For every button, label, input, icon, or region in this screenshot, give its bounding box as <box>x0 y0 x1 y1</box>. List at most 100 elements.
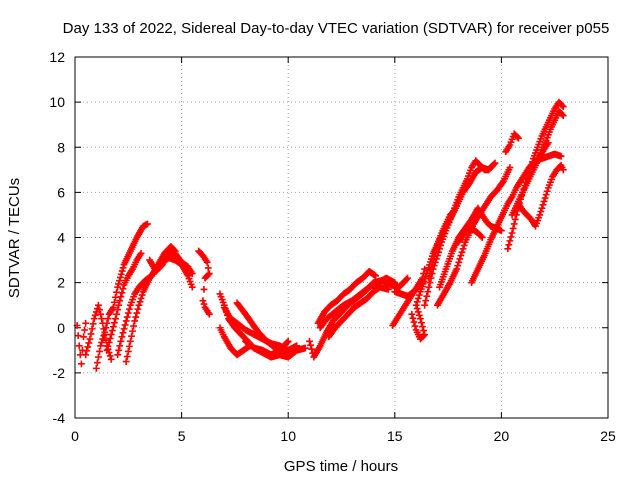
data-point <box>293 342 301 350</box>
data-point <box>558 102 566 109</box>
data-point <box>427 265 435 273</box>
data-point <box>113 310 120 318</box>
data-point <box>119 285 127 293</box>
data-point <box>544 139 552 147</box>
data-point <box>424 288 432 296</box>
data-point <box>122 358 130 365</box>
data-point <box>543 187 551 195</box>
data-point <box>119 329 127 337</box>
data-point <box>114 306 122 314</box>
data-point <box>128 332 135 340</box>
data-point <box>97 310 104 318</box>
data-point <box>301 344 309 352</box>
y-tick-label: 0 <box>57 320 65 336</box>
data-point <box>415 311 423 319</box>
data-point <box>115 280 122 288</box>
data-point <box>77 360 85 368</box>
data-point <box>102 324 110 332</box>
data-point <box>114 283 122 291</box>
data-point <box>124 309 132 317</box>
data-point <box>513 133 521 141</box>
data-point <box>125 342 133 350</box>
data-point <box>104 342 112 350</box>
data-point <box>425 283 433 291</box>
data-point <box>537 208 545 215</box>
data-point <box>498 227 505 235</box>
data-point <box>511 216 519 223</box>
data-point <box>123 313 131 321</box>
data-point <box>118 289 126 297</box>
data-point <box>385 285 392 293</box>
data-point <box>510 220 518 228</box>
data-point <box>106 335 114 342</box>
x-tick-label: 25 <box>600 428 616 444</box>
data-point <box>372 272 380 280</box>
data-point <box>506 237 514 245</box>
data-point <box>122 317 130 325</box>
data-point <box>116 274 124 281</box>
data-point <box>103 346 111 354</box>
data-point <box>456 255 464 263</box>
data-point <box>505 241 513 249</box>
data-point <box>509 225 517 232</box>
y-tick-label: -2 <box>53 365 66 381</box>
data-point <box>87 330 95 338</box>
chart-title: Day 133 of 2022, Sidereal Day-to-day VTE… <box>63 20 610 37</box>
data-point <box>119 264 127 272</box>
data-point <box>421 331 429 338</box>
data-point <box>306 337 313 345</box>
data-point <box>138 291 146 299</box>
data-point <box>200 285 208 293</box>
x-tick-label: 10 <box>280 428 296 444</box>
data-point <box>82 351 90 359</box>
data-point <box>74 332 82 340</box>
data-point <box>539 201 547 209</box>
data-point <box>416 315 424 323</box>
data-point <box>120 325 128 333</box>
data-point <box>558 111 566 118</box>
data-point <box>108 327 116 334</box>
data-point <box>455 258 463 266</box>
data-point <box>203 258 211 266</box>
y-tick-label: 4 <box>57 230 65 246</box>
data-point <box>92 364 100 372</box>
data-point <box>404 274 411 282</box>
data-point <box>408 310 416 318</box>
data-point <box>116 342 124 350</box>
y-axis-label: SDTVAR / TECUs <box>6 178 23 298</box>
data-point <box>125 305 133 313</box>
data-point <box>188 283 196 291</box>
data-point <box>134 305 142 313</box>
data-points <box>73 98 567 372</box>
data-point <box>200 300 208 308</box>
data-point <box>91 311 99 319</box>
data-point <box>538 204 546 212</box>
data-point <box>82 319 90 327</box>
data-point <box>103 319 111 327</box>
data-point <box>459 245 467 253</box>
data-point <box>104 315 112 323</box>
data-point <box>308 345 316 353</box>
data-point <box>410 318 418 326</box>
data-point <box>117 293 125 301</box>
data-point <box>124 348 132 355</box>
data-point <box>413 298 421 306</box>
data-point <box>478 234 486 241</box>
data-point <box>100 332 108 340</box>
data-point <box>127 337 134 345</box>
data-point <box>391 279 399 287</box>
data-point <box>490 160 498 168</box>
data-point <box>557 152 565 160</box>
y-tick-label: 10 <box>49 94 65 110</box>
data-point <box>96 306 103 314</box>
data-point <box>428 261 436 268</box>
data-point <box>426 279 434 287</box>
y-tick-label: 2 <box>57 275 65 291</box>
data-point <box>491 159 499 167</box>
data-point <box>418 319 425 327</box>
data-point <box>307 341 314 349</box>
data-point <box>89 320 97 328</box>
data-point <box>423 292 431 300</box>
data-point <box>106 352 114 360</box>
data-point <box>111 298 118 306</box>
